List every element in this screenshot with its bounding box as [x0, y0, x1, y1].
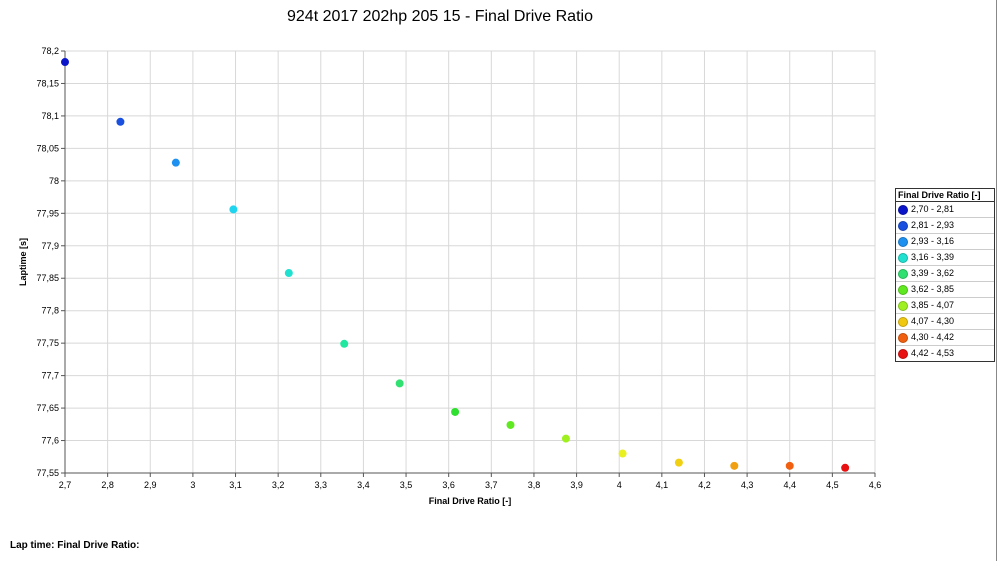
right-border — [996, 0, 997, 561]
chart-title: 924t 2017 202hp 205 15 - Final Drive Rat… — [287, 8, 593, 25]
y-tick-label: 77,65 — [36, 403, 59, 413]
legend-label: 2,93 - 3,16 — [911, 236, 955, 246]
legend: Final Drive Ratio [-] 2,70 - 2,81 2,81 - … — [895, 188, 995, 362]
y-tick-label: 78,15 — [36, 78, 59, 88]
x-tick-label: 3,4 — [357, 480, 370, 490]
data-point — [618, 449, 627, 458]
y-tick-label: 78,05 — [36, 143, 59, 153]
legend-label: 3,62 - 3,85 — [911, 284, 955, 294]
legend-swatch — [898, 204, 908, 215]
legend-item: 4,07 - 4,30 — [896, 314, 994, 330]
data-point — [674, 458, 683, 467]
x-tick-label: 2,9 — [144, 480, 157, 490]
x-axis-ticks: 2,7 2,8 2,9 3 3,1 3,2 3,3 3,4 3,5 3,6 3,7 3,8 3,9 4 4,… — [59, 472, 882, 490]
data-point — [340, 339, 349, 348]
data-point — [284, 269, 293, 278]
x-tick-label: 3,5 — [400, 480, 413, 490]
y-axis-label: Laptime [s] — [18, 238, 28, 286]
data-point — [506, 420, 515, 429]
data-point — [730, 461, 739, 470]
y-tick-label: 77,85 — [36, 273, 59, 283]
y-tick-label: 78 — [49, 176, 59, 186]
x-axis-label: Final Drive Ratio [-] — [429, 496, 512, 506]
legend-items: 2,70 - 2,81 2,81 - 2,93 2,93 - 3,16 3,16 - … — [896, 202, 994, 361]
legend-swatch — [898, 300, 908, 311]
x-tick-label: 3,1 — [229, 480, 242, 490]
legend-item: 3,62 - 3,85 — [896, 282, 994, 298]
legend-item: 3,16 - 3,39 — [896, 250, 994, 266]
data-point — [395, 379, 404, 388]
legend-swatch — [898, 332, 908, 343]
y-axis-ticks: 77,55 77,6 77,65 77,7 77,75 77,8 77,85 77,9 77,9… — [36, 46, 66, 478]
y-tick-label: 78,1 — [41, 111, 59, 121]
x-tick-label: 4,5 — [826, 480, 839, 490]
legend-swatch — [898, 252, 908, 263]
data-point — [841, 463, 850, 472]
legend-swatch — [898, 268, 908, 279]
legend-item: 2,70 - 2,81 — [896, 202, 994, 218]
x-tick-label: 3,6 — [442, 480, 455, 490]
x-tick-label: 3,3 — [315, 480, 328, 490]
legend-label: 2,70 - 2,81 — [911, 204, 955, 214]
legend-label: 3,39 - 3,62 — [911, 268, 955, 278]
x-tick-label: 3,8 — [528, 480, 541, 490]
y-tick-label: 77,6 — [41, 436, 59, 446]
x-tick-label: 4,6 — [869, 480, 882, 490]
x-tick-label: 3,7 — [485, 480, 498, 490]
legend-label: 4,30 - 4,42 — [911, 332, 955, 342]
data-point — [61, 58, 69, 67]
data-point — [451, 407, 460, 416]
y-tick-label: 77,95 — [36, 208, 59, 218]
footer-label: Lap time: Final Drive Ratio: — [10, 540, 140, 551]
legend-swatch — [898, 236, 908, 247]
legend-label: 4,42 - 4,53 — [911, 348, 955, 358]
y-tick-label: 78,2 — [41, 46, 59, 56]
legend-label: 4,07 - 4,30 — [911, 316, 955, 326]
x-tick-label: 4,3 — [741, 480, 754, 490]
x-tick-label: 4,1 — [656, 480, 669, 490]
x-tick-label: 4,4 — [783, 480, 796, 490]
legend-label: 3,16 - 3,39 — [911, 252, 955, 262]
x-tick-label: 2,8 — [101, 480, 114, 490]
legend-item: 2,81 - 2,93 — [896, 218, 994, 234]
legend-label: 3,85 - 4,07 — [911, 300, 955, 310]
x-tick-label: 2,7 — [59, 480, 72, 490]
legend-item: 4,30 - 4,42 — [896, 330, 994, 346]
legend-swatch — [898, 284, 908, 295]
x-tick-label: 3,9 — [570, 480, 583, 490]
legend-title: Final Drive Ratio [-] — [896, 189, 994, 202]
y-tick-label: 77,8 — [41, 306, 59, 316]
x-tick-label: 4 — [617, 480, 622, 490]
grid-lines — [64, 50, 876, 474]
legend-swatch — [898, 316, 908, 327]
data-points — [61, 58, 850, 472]
data-point — [171, 158, 180, 167]
data-point — [116, 117, 125, 126]
y-tick-label: 77,75 — [36, 338, 59, 348]
data-point — [561, 434, 570, 443]
x-tick-label: 3,2 — [272, 480, 285, 490]
y-tick-label: 77,7 — [41, 371, 59, 381]
legend-item: 3,39 - 3,62 — [896, 266, 994, 282]
legend-item: 4,42 - 4,53 — [896, 346, 994, 361]
data-point — [229, 205, 238, 214]
data-point — [785, 461, 794, 470]
y-tick-label: 77,9 — [41, 241, 59, 251]
plot-area-border — [64, 50, 876, 474]
x-tick-label: 3 — [190, 480, 195, 490]
x-tick-label: 4,2 — [698, 480, 711, 490]
legend-label: 2,81 - 2,93 — [911, 220, 955, 230]
legend-swatch — [898, 220, 908, 231]
legend-swatch — [898, 348, 908, 359]
legend-item: 2,93 - 3,16 — [896, 234, 994, 250]
legend-item: 3,85 - 4,07 — [896, 298, 994, 314]
y-tick-label: 77,55 — [36, 468, 59, 478]
